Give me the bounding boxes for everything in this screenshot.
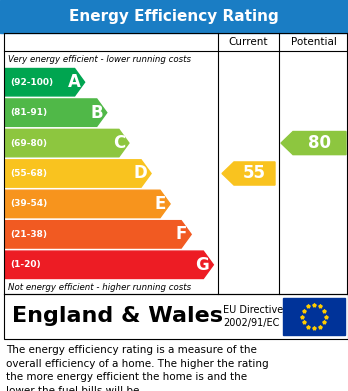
Text: 55: 55	[243, 165, 266, 183]
Bar	[0, 0, 348, 33]
Polygon shape	[5, 99, 107, 126]
Text: England & Wales: England & Wales	[12, 307, 223, 326]
Text: Energy Efficiency Rating: Energy Efficiency Rating	[69, 9, 279, 24]
Text: F: F	[176, 225, 187, 243]
Text: (21-38): (21-38)	[10, 230, 47, 239]
Text: The energy efficiency rating is a measure of the
overall efficiency of a home. T: The energy efficiency rating is a measur…	[6, 345, 269, 391]
Text: 80: 80	[308, 134, 331, 152]
Text: EU Directive
2002/91/EC: EU Directive 2002/91/EC	[223, 305, 283, 328]
Text: Current: Current	[229, 37, 268, 47]
Bar	[283, 298, 345, 335]
Text: G: G	[196, 256, 209, 274]
Text: (1-20): (1-20)	[10, 260, 41, 269]
Polygon shape	[5, 68, 85, 96]
Text: (39-54): (39-54)	[10, 199, 47, 208]
Text: C: C	[113, 134, 125, 152]
Polygon shape	[281, 131, 346, 154]
Polygon shape	[222, 162, 275, 185]
Text: (55-68): (55-68)	[10, 169, 47, 178]
Polygon shape	[5, 221, 191, 248]
Text: D: D	[133, 165, 147, 183]
Text: (69-80): (69-80)	[10, 138, 47, 147]
Bar	[4, 294, 348, 339]
Text: E: E	[155, 195, 166, 213]
Polygon shape	[5, 160, 151, 187]
Polygon shape	[5, 129, 129, 157]
Text: (92-100): (92-100)	[10, 78, 53, 87]
Text: Potential: Potential	[291, 37, 337, 47]
Polygon shape	[5, 190, 170, 218]
Text: Not energy efficient - higher running costs: Not energy efficient - higher running co…	[8, 283, 191, 292]
Text: B: B	[90, 104, 103, 122]
Polygon shape	[5, 251, 213, 278]
Text: Very energy efficient - lower running costs: Very energy efficient - lower running co…	[8, 54, 191, 63]
Text: A: A	[68, 73, 81, 91]
Text: (81-91): (81-91)	[10, 108, 47, 117]
